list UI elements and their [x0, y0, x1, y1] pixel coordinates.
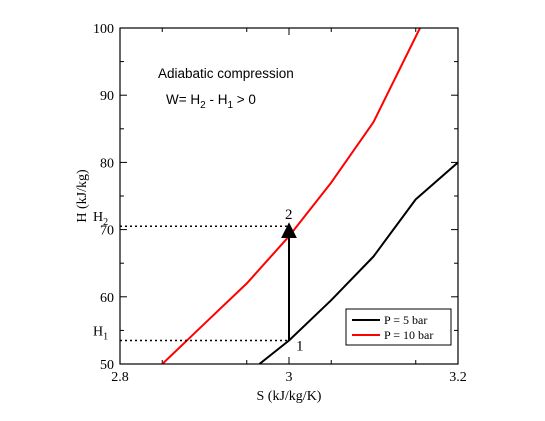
legend-box [345, 308, 452, 346]
x-axis-title: S (kJ/kg/K) [257, 389, 322, 404]
legend-label-5bar: P = 5 bar [384, 313, 427, 327]
legend: P = 5 bar P = 10 bar [345, 308, 452, 346]
y-tick-label: 100 [93, 22, 114, 37]
y-tick-label: 80 [100, 156, 114, 171]
h1-label: H1 [93, 324, 108, 342]
annotation-title: Adiabatic compression [158, 66, 294, 81]
series-line-5bar [258, 161, 458, 364]
h2-label: H2 [93, 210, 108, 228]
annotation-formula: W= H2 - H1 > 0 [166, 92, 256, 111]
x-tick-label: 2.8 [111, 370, 129, 385]
y-tick-label: 60 [100, 291, 114, 306]
y-tick-label: 90 [100, 89, 114, 104]
y-axis-title: H (kJ/kg) [75, 169, 90, 223]
y-tick-label: 70 [100, 224, 114, 239]
legend-label-10bar: P = 10 bar [384, 328, 433, 342]
point-1-label: 1 [296, 338, 304, 354]
x-tick-label: 3 [286, 370, 293, 385]
y-tick-label: 50 [100, 358, 114, 373]
x-tick-label: 3.2 [449, 370, 467, 385]
plot-frame [119, 27, 459, 365]
point-2-label: 2 [285, 207, 293, 223]
